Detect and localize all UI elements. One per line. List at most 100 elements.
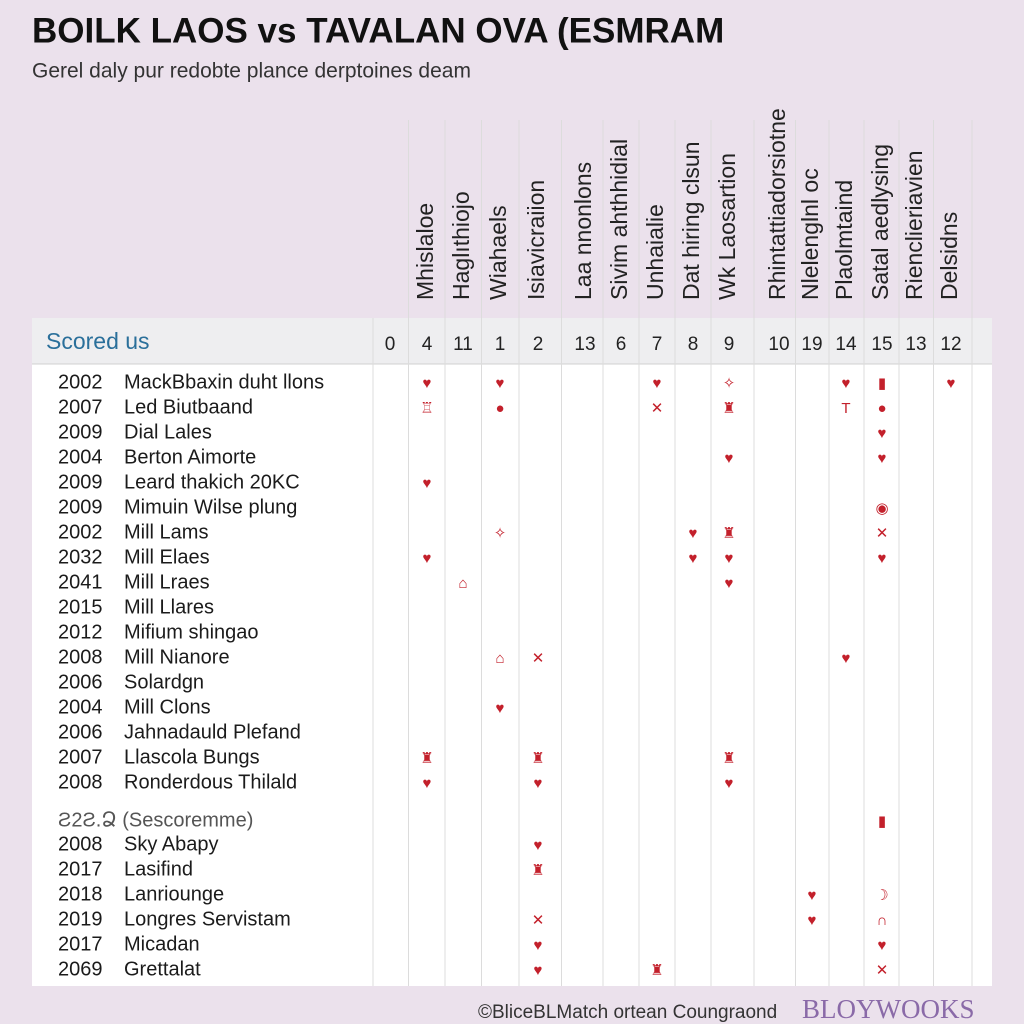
subtitle: Gerel daly pur redobte plance derptoines…	[32, 60, 471, 83]
column-header: Satal aedlysing	[867, 144, 893, 300]
row-year: 2007	[58, 746, 103, 768]
row-name: Lanriounge	[124, 883, 224, 905]
cell-icon: ♜	[722, 750, 735, 767]
row-name: Solardgn	[124, 671, 204, 693]
cell-icon: ✕	[876, 525, 889, 542]
cell-icon: ♜	[531, 750, 544, 767]
cell-icon: ✧	[723, 375, 736, 392]
row-year: 2004	[58, 696, 103, 718]
column-number: 7	[652, 334, 663, 355]
row-year: 2006	[58, 721, 103, 743]
column-header: Wk Laosartion	[714, 153, 740, 300]
cell-icon: T	[841, 400, 850, 417]
cell-icon: ♥	[842, 375, 851, 392]
row-year: 2002	[58, 371, 103, 393]
column-number: 14	[835, 334, 857, 355]
row-name: Dial Lales	[124, 421, 212, 443]
cell-icon: ♥	[534, 837, 543, 854]
row-name: Mill Llares	[124, 596, 214, 618]
cell-icon: ♥	[653, 375, 662, 392]
column-number: 13	[574, 334, 595, 355]
credit: ©BlicеBLMatch ortean Coungraond	[478, 1002, 777, 1023]
row-year: 2009	[58, 421, 103, 443]
cell-icon: ⌂	[458, 575, 467, 592]
cell-icon: ✕	[876, 962, 889, 979]
cell-icon: ♜	[722, 525, 735, 542]
corner-label: Scored us	[46, 328, 150, 354]
row-name: Micadan	[124, 933, 200, 955]
column-number: 8	[688, 334, 699, 355]
cell-icon: ▮	[878, 813, 886, 830]
cell-icon: ♥	[534, 962, 543, 979]
column-number: 10	[768, 334, 789, 355]
column-number: 12	[940, 334, 961, 355]
cell-icon: ♥	[878, 450, 887, 467]
cell-icon: ♜	[531, 862, 544, 879]
cell-icon: ♥	[725, 575, 734, 592]
cell-icon: ♥	[689, 550, 698, 567]
column-header: Plaolmtaind	[831, 180, 857, 300]
row-name: Mill Clons	[124, 696, 211, 718]
cell-icon: ♥	[423, 550, 432, 567]
row-name: Lasifind	[124, 858, 193, 880]
row-year: 2032	[58, 546, 103, 568]
brand: BLOYWOOKS	[802, 994, 975, 1024]
column-header: Dat hiring clsun	[678, 141, 704, 300]
column-header: Rienclieriavien	[901, 150, 927, 300]
row-year: 2017	[58, 933, 103, 955]
cell-icon: ♥	[496, 375, 505, 392]
cell-icon: ♥	[947, 375, 956, 392]
row-year: 2018	[58, 883, 103, 905]
cell-icon: ♥	[808, 887, 817, 904]
column-header: Wiahaels	[485, 205, 511, 300]
row-year: 2009	[58, 496, 103, 518]
row-name: Berton Aimorte	[124, 446, 256, 468]
column-header: Isiavicraiion	[523, 180, 549, 300]
cell-icon: ♥	[423, 775, 432, 792]
cell-icon: ●	[877, 400, 886, 417]
cell-icon: ♥	[878, 550, 887, 567]
row-year: 2012	[58, 621, 103, 643]
title: BOILK LAOS vs TAVALAN OVA (ESMRAM	[32, 11, 724, 50]
cell-icon: ♜	[650, 962, 663, 979]
row-year: 2069	[58, 958, 103, 980]
row-name: Mill Lams	[124, 521, 208, 543]
cell-icon: ♥	[725, 450, 734, 467]
row-name: Mill Lraes	[124, 571, 210, 593]
column-number: 9	[724, 334, 735, 355]
section-label: Ƨ2Ƨ.Ձ (Sescoremme)	[58, 809, 253, 831]
column-number: 4	[422, 334, 433, 355]
column-number: 11	[453, 334, 473, 355]
cell-icon: ☽	[875, 887, 888, 904]
row-name: Mill Elaes	[124, 546, 210, 568]
row-year: 2041	[58, 571, 103, 593]
cell-icon: ●	[495, 400, 504, 417]
column-number: 6	[616, 334, 627, 355]
cell-icon: ♥	[842, 650, 851, 667]
row-name: Leard thakich 20KC	[124, 471, 300, 493]
cell-icon: ♥	[496, 700, 505, 717]
row-name: Mimuin Wilse plung	[124, 496, 297, 518]
column-header: Delsidns	[936, 212, 962, 300]
header-row	[32, 318, 992, 364]
row-year: 2008	[58, 833, 103, 855]
cell-icon: ⌂	[495, 650, 504, 667]
cell-icon: ♥	[534, 775, 543, 792]
cell-icon: ✕	[651, 400, 664, 417]
row-year: 2017	[58, 858, 103, 880]
cell-icon: ♜	[420, 750, 433, 767]
column-number: 19	[801, 334, 822, 355]
row-year: 2008	[58, 771, 103, 793]
row-name: Sky Abapy	[124, 833, 219, 855]
row-name: Mifium shingao	[124, 621, 259, 643]
cell-icon: ♥	[878, 425, 887, 442]
cell-icon: ✕	[532, 650, 545, 667]
row-year: 2006	[58, 671, 103, 693]
row-year: 2002	[58, 521, 103, 543]
cell-icon: ✕	[532, 912, 545, 929]
column-header: Nlelenglnl oc	[797, 168, 823, 300]
table-bg	[32, 318, 992, 986]
cell-icon: ♥	[808, 912, 817, 929]
row-name: Led Biutbaand	[124, 396, 253, 418]
